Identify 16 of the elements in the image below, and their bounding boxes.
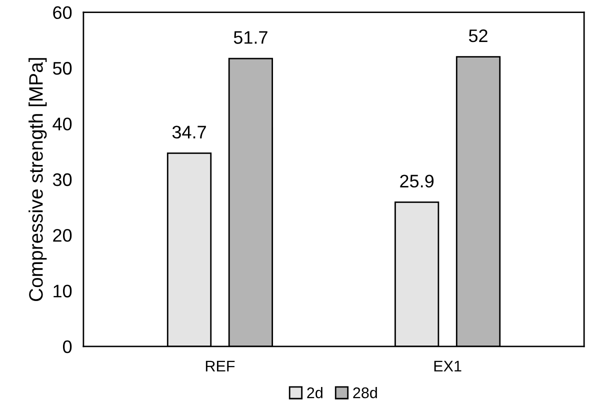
y-tick-label: 30 bbox=[52, 173, 72, 186]
data-label: 51.7 bbox=[234, 31, 268, 44]
y-tick-label: 60 bbox=[53, 6, 72, 20]
y-tick-label: 10 bbox=[54, 284, 72, 298]
x-tick-label: REF bbox=[206, 360, 235, 372]
data-label: 34.7 bbox=[172, 126, 206, 139]
x-tick-label: EX1 bbox=[434, 360, 462, 372]
y-tick-label: 20 bbox=[53, 229, 72, 242]
y-tick-label: 40 bbox=[52, 118, 72, 130]
y-axis-title: Compressive strength [MPa] bbox=[28, 58, 47, 302]
legend-label: 2d bbox=[307, 387, 322, 398]
data-label: 52 bbox=[468, 29, 488, 42]
data-label: 25.9 bbox=[400, 174, 434, 188]
y-tick-label: 0 bbox=[62, 340, 72, 354]
legend-label: 28d bbox=[353, 387, 377, 398]
y-tick-label: 50 bbox=[52, 62, 72, 75]
